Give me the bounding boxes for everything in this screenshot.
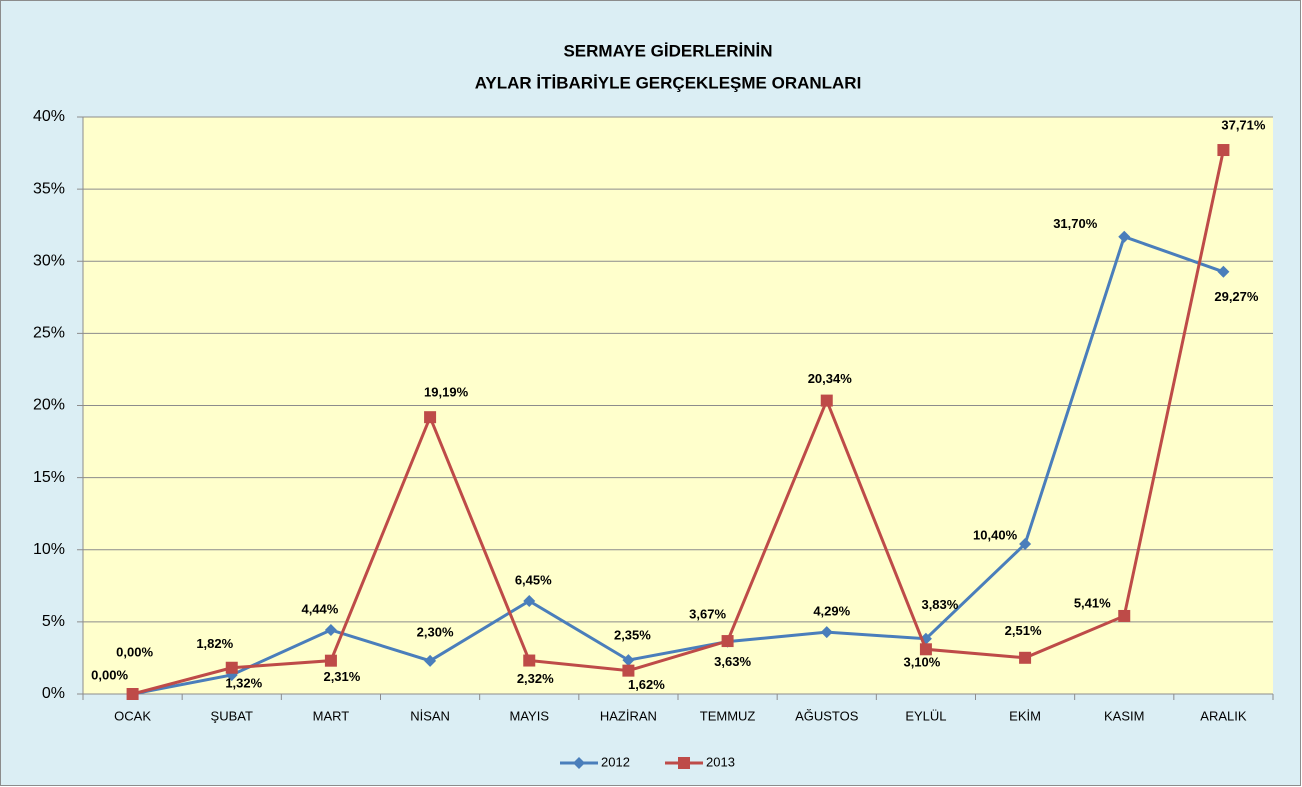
data-label: 19,19% (424, 385, 469, 400)
data-label: 6,45% (515, 572, 552, 587)
data-label: 20,34% (808, 371, 853, 386)
data-label: 0,00% (91, 667, 128, 682)
marker (126, 688, 139, 700)
marker (1019, 537, 1032, 550)
marker (1118, 609, 1131, 622)
y-tick-label: 25% (33, 325, 65, 342)
marker (820, 394, 833, 407)
y-tick-label: 5% (42, 613, 65, 630)
data-label: 2,30% (417, 624, 454, 639)
marker (1019, 651, 1032, 664)
marker (721, 635, 734, 648)
data-label: 4,29% (813, 604, 850, 619)
data-label: 2,31% (323, 669, 360, 684)
marker (225, 661, 238, 674)
series-line (132, 234, 1224, 696)
x-tick-label: ŞUBAT (211, 708, 253, 723)
data-label: 2,32% (517, 671, 554, 686)
marker (1217, 265, 1230, 278)
marker (523, 594, 536, 607)
data-label: 29,27% (1214, 289, 1259, 304)
data-label: 4,44% (301, 601, 338, 616)
legend-label: 2013 (706, 754, 735, 769)
x-tick-label: MART (313, 708, 350, 723)
marker (622, 664, 635, 677)
marker (324, 623, 337, 636)
marker (424, 411, 437, 424)
y-tick-label: 35% (33, 180, 65, 197)
x-tick-label: TEMMUZ (700, 708, 756, 723)
y-tick-label: 30% (33, 252, 65, 269)
y-tick-label: 10% (33, 541, 65, 558)
data-label: 3,83% (921, 597, 958, 612)
x-tick-label: EYLÜL (905, 708, 946, 723)
marker (1217, 144, 1230, 157)
marker (1118, 230, 1131, 243)
x-tick-label: KASIM (1104, 708, 1144, 723)
marker (523, 654, 536, 667)
y-tick-label: 0% (42, 685, 65, 702)
data-label: 31,70% (1053, 216, 1098, 231)
y-tick-label: 40% (33, 108, 65, 125)
x-tick-label: NİSAN (410, 708, 450, 723)
y-tick-label: 20% (33, 397, 65, 414)
x-tick-label: AĞUSTOS (795, 708, 859, 723)
data-label: 5,41% (1074, 595, 1111, 610)
data-label: 37,71% (1221, 117, 1266, 132)
marker (820, 626, 833, 639)
data-label: 10,40% (973, 527, 1018, 542)
marker (424, 654, 437, 667)
x-tick-label: HAZİRAN (600, 708, 657, 723)
data-label: 3,67% (689, 606, 726, 621)
data-label: 0,00% (116, 644, 153, 659)
x-tick-label: EKİM (1009, 708, 1041, 723)
chart-title: SERMAYE GİDERLERİNİN (563, 41, 772, 60)
marker (324, 654, 337, 667)
y-tick-label: 15% (33, 469, 65, 486)
series-line (132, 149, 1225, 696)
chart-title: AYLAR İTİBARİYLE GERÇEKLEŞME ORANLARI (475, 73, 862, 92)
x-tick-label: ARALIK (1200, 708, 1247, 723)
data-label: 1,32% (225, 675, 262, 690)
data-label: 3,63% (714, 654, 751, 669)
x-tick-label: OCAK (114, 708, 151, 723)
data-label: 2,51% (1005, 623, 1042, 638)
marker (678, 757, 690, 769)
data-label: 2,35% (614, 628, 651, 643)
data-label: 3,10% (903, 655, 940, 670)
marker (622, 654, 635, 667)
data-label: 1,82% (196, 636, 233, 651)
x-tick-label: MAYIS (510, 708, 550, 723)
data-label: 1,62% (628, 677, 665, 692)
marker (919, 643, 932, 656)
legend-label: 2012 (601, 754, 630, 769)
marker (573, 757, 585, 769)
